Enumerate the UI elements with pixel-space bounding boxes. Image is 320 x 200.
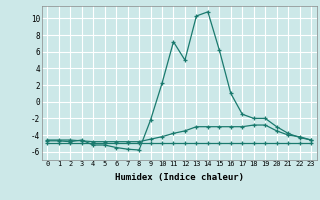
X-axis label: Humidex (Indice chaleur): Humidex (Indice chaleur) [115, 173, 244, 182]
